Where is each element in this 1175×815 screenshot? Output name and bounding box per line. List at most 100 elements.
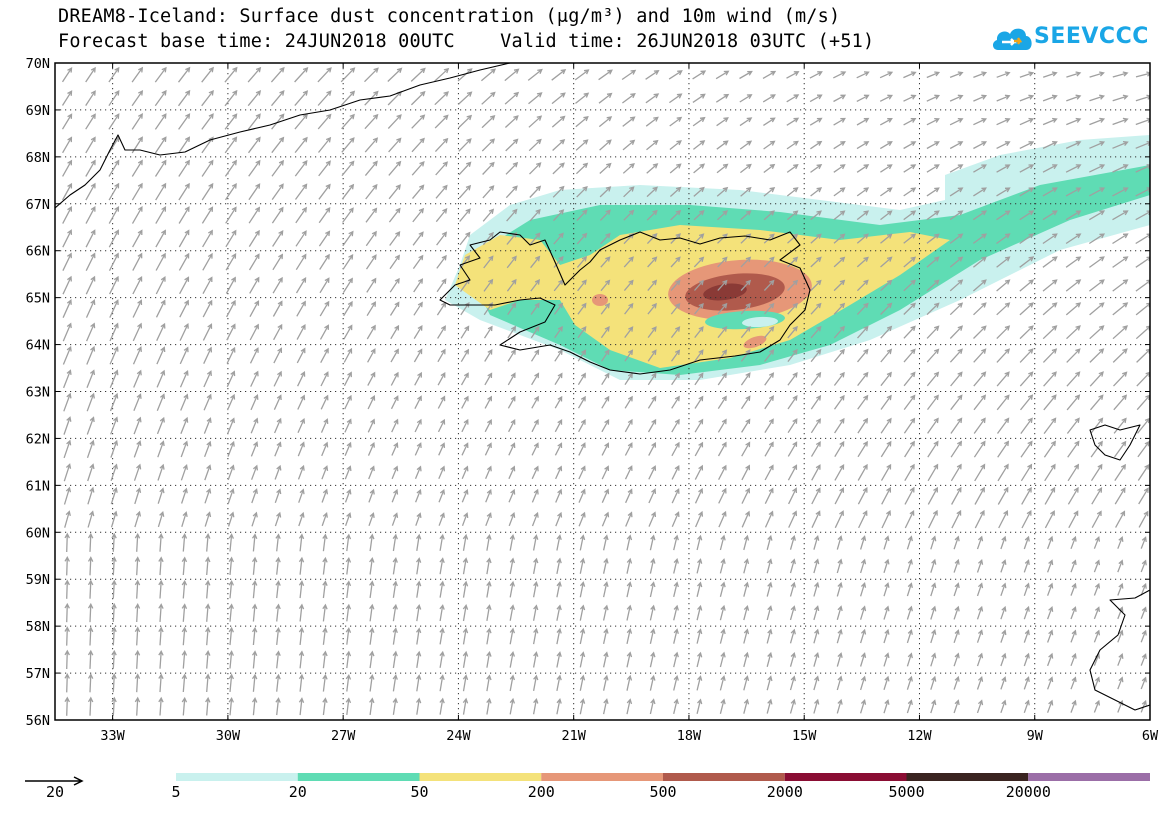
wind-arrow <box>415 674 422 692</box>
wind-arrow <box>86 392 95 412</box>
wind-arrow <box>181 603 188 622</box>
wind-arrow <box>203 346 213 364</box>
wind-arrow <box>318 183 331 200</box>
wind-arrow <box>1019 348 1034 363</box>
wind-arrow <box>1000 699 1007 714</box>
wind-arrow <box>575 139 589 151</box>
wind-arrow <box>462 580 469 598</box>
wind-arrow <box>972 210 988 221</box>
wind-arrow <box>857 371 869 387</box>
wind-arrow <box>859 535 867 550</box>
wind-arrow <box>859 628 867 644</box>
wind-arrow <box>997 486 1009 505</box>
wind-arrow <box>369 533 375 552</box>
wind-arrow <box>412 254 424 269</box>
wind-arrow <box>719 604 726 621</box>
wind-arrow <box>1112 117 1129 126</box>
wind-arrow <box>976 652 984 667</box>
wind-arrow <box>134 556 141 576</box>
wind-arrow <box>646 186 658 198</box>
wind-arrow <box>811 487 821 505</box>
wind-arrow <box>437 372 446 386</box>
wind-arrow <box>205 579 211 599</box>
wind-arrow <box>1044 510 1055 529</box>
wind-arrow <box>1021 510 1032 529</box>
wind-arrow <box>1113 394 1128 411</box>
wind-arrow <box>787 441 798 457</box>
wind-arrow <box>811 464 821 481</box>
wind-arrow <box>602 581 609 598</box>
wind-arrow <box>671 441 680 457</box>
wind-arrow <box>462 697 469 715</box>
wind-arrow <box>226 370 236 388</box>
wind-arrow <box>369 627 375 645</box>
wind-arrow <box>227 417 235 434</box>
wind-arrow <box>600 279 611 292</box>
wind-arrow <box>458 138 472 152</box>
wind-arrow <box>953 699 960 714</box>
wind-arrow <box>739 140 753 150</box>
wind-arrow <box>926 94 941 102</box>
lon-label: 21W <box>561 728 586 744</box>
wind-arrow <box>1090 440 1103 458</box>
wind-arrow <box>228 556 234 575</box>
wind-arrow <box>321 441 329 457</box>
wind-arrow <box>344 488 352 503</box>
wind-arrow <box>1070 559 1077 573</box>
wind-arrow <box>579 698 586 715</box>
wind-arrow <box>388 207 401 223</box>
wind-arrow <box>743 651 750 668</box>
wind-arrow <box>1089 348 1105 363</box>
wind-arrow <box>435 208 448 223</box>
wind-arrow <box>298 603 305 622</box>
wind-arrow <box>1089 117 1106 126</box>
wind-arrow <box>508 442 516 456</box>
wind-arrow <box>132 252 143 271</box>
wind-arrow <box>1135 279 1150 292</box>
wind-arrow <box>459 231 471 246</box>
wind-arrow <box>1067 440 1080 458</box>
wind-arrow <box>694 326 704 339</box>
wind-arrow <box>227 464 235 481</box>
wind-arrow <box>85 299 96 318</box>
wind-arrow <box>294 159 308 177</box>
wind-arrow <box>973 302 987 316</box>
wind-arrow <box>154 89 167 107</box>
wind-arrow <box>439 604 445 622</box>
wind-arrow <box>369 650 375 669</box>
wind-arrow <box>554 442 563 456</box>
wind-arrow <box>224 136 238 154</box>
wind-arrow <box>319 300 330 317</box>
wind-arrow <box>576 209 588 221</box>
wind-arrow <box>344 512 352 527</box>
wind-arrow <box>716 140 729 150</box>
wind-arrow <box>508 512 516 527</box>
wind-arrow <box>201 159 214 177</box>
wind-arrow <box>1046 676 1054 690</box>
wind-arrow <box>415 627 422 645</box>
wind-arrow <box>508 418 516 433</box>
wind-arrow <box>996 256 1011 268</box>
wind-arrow <box>1042 302 1058 316</box>
wind-arrow <box>903 279 916 292</box>
wind-arrow <box>320 418 329 433</box>
wind-arrow <box>973 141 988 150</box>
wind-arrow <box>485 488 492 503</box>
wind-arrow <box>154 159 167 177</box>
wind-arrow <box>109 369 119 388</box>
lon-label: 9W <box>1027 728 1044 744</box>
wind-arrow <box>367 371 376 386</box>
wind-arrow <box>719 651 726 668</box>
wind-arrow <box>1019 302 1034 316</box>
wind-arrow <box>693 256 705 268</box>
wind-arrow <box>389 301 400 316</box>
wind-arrow <box>63 416 72 435</box>
wind-arrow <box>926 141 940 150</box>
wind-arrow <box>1019 164 1035 173</box>
wind-arrow <box>836 698 843 714</box>
wind-arrow <box>532 674 539 692</box>
wind-arrow <box>178 182 190 201</box>
wind-arrow <box>64 510 71 528</box>
wind-arrow <box>296 300 306 317</box>
wind-arrow <box>228 533 234 552</box>
